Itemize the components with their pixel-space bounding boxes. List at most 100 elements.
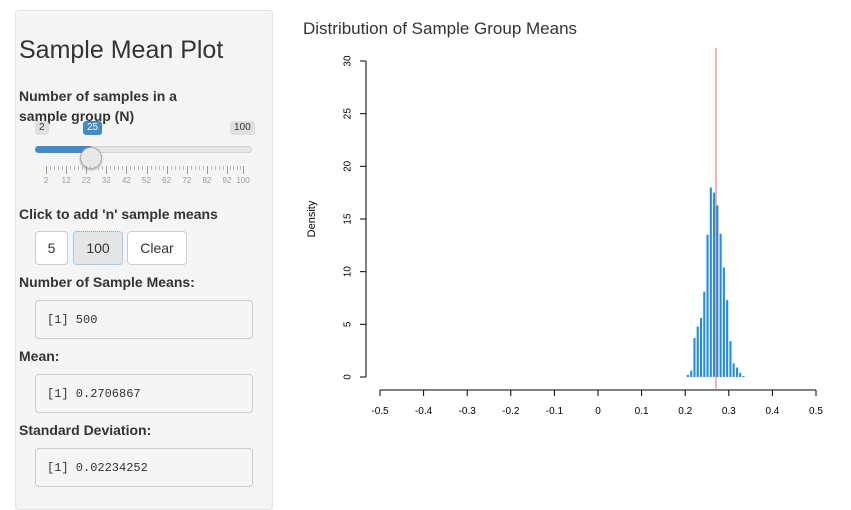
y-tick-label: 20 <box>343 160 354 172</box>
slider-minor-tick <box>210 166 212 170</box>
slider-minor-tick <box>50 166 52 170</box>
mean-label: Mean: <box>19 348 60 364</box>
slider-minor-tick <box>130 166 132 170</box>
mean-output: [1] 0.2706867 <box>35 374 253 413</box>
slider-minor-tick <box>58 166 60 170</box>
slider-minor-tick <box>190 166 192 170</box>
slider-minor-tick <box>82 166 84 170</box>
histogram-bar <box>732 363 735 377</box>
slider-fill <box>35 146 91 153</box>
slider-tick <box>86 166 88 174</box>
x-tick-label: 0 <box>595 406 601 417</box>
x-tick-label: 0.2 <box>678 406 692 417</box>
slider-minor-tick <box>182 166 184 170</box>
slider-minor-tick <box>202 166 204 170</box>
y-tick-label: 25 <box>343 108 354 120</box>
histogram-bar <box>716 205 719 377</box>
slider-tick-label: 82 <box>202 176 212 185</box>
y-tick-label: 30 <box>343 55 354 67</box>
histogram-bar <box>735 367 739 377</box>
slider-tick <box>226 166 228 174</box>
slider-tick-label: 62 <box>162 176 172 185</box>
slider-minor-tick <box>198 166 200 170</box>
slider-minor-tick <box>90 166 92 170</box>
slider-minor-tick <box>230 166 232 170</box>
slider-minor-tick <box>118 166 120 170</box>
num-sample-means-label: Number of Sample Means: <box>19 274 195 290</box>
x-tick-label: 0.4 <box>765 406 779 417</box>
slider-tick-label: 92 <box>222 176 232 185</box>
slider-tick-label: 72 <box>182 176 192 185</box>
slider-minor-tick <box>150 166 152 170</box>
slider-max-label: 100 <box>230 121 255 135</box>
histogram-bar <box>703 291 706 377</box>
slider-minor-tick <box>78 166 80 170</box>
slider-minor-tick <box>194 166 196 170</box>
x-tick-label: -0.1 <box>546 406 564 417</box>
slider-tick-label: 32 <box>101 176 111 185</box>
add-100-button[interactable]: 100 <box>73 231 123 265</box>
slider-minor-tick <box>142 166 144 170</box>
slider-minor-tick <box>170 166 172 170</box>
histogram-bar <box>706 234 709 377</box>
slider-min-label: 2 <box>35 121 49 135</box>
slider-minor-tick <box>162 166 164 170</box>
slider-minor-tick <box>154 166 156 170</box>
slider-minor-tick <box>74 166 76 170</box>
y-tick-label: 5 <box>343 321 354 327</box>
slider-tick <box>166 166 168 174</box>
slider-tick-label: 12 <box>61 176 71 185</box>
slider-minor-tick <box>233 166 235 170</box>
slider-minor-tick <box>114 166 116 170</box>
slider-value-label: 25 <box>83 121 103 135</box>
slider-tick <box>206 166 208 174</box>
histogram-bar <box>726 300 729 377</box>
slider-minor-tick <box>214 166 216 170</box>
slider-minor-tick <box>54 166 56 170</box>
slider-tick <box>126 166 128 174</box>
slider-minor-tick <box>138 166 140 170</box>
slider-minor-tick <box>122 166 124 170</box>
x-tick-label: -0.2 <box>502 406 520 417</box>
slider-minor-tick <box>236 166 238 170</box>
clear-button[interactable]: Clear <box>127 231 187 265</box>
x-tick-label: -0.3 <box>459 406 477 417</box>
slider-minor-tick <box>102 166 104 170</box>
add-5-button[interactable]: 5 <box>35 231 68 265</box>
slider-minor-tick <box>158 166 160 170</box>
histogram-bar <box>690 370 693 377</box>
slider-tick <box>243 166 244 174</box>
slider-minor-tick <box>70 166 72 170</box>
slider-tick <box>66 166 68 174</box>
y-axis-label: Density <box>306 200 318 237</box>
histogram-bar <box>729 341 732 377</box>
histogram-bar <box>693 338 696 377</box>
slider-tick-label: 2 <box>43 176 49 185</box>
sd-label: Standard Deviation: <box>19 422 152 438</box>
slider-minor-tick <box>94 166 96 170</box>
slider-tick-label: 42 <box>121 176 131 185</box>
slider-tick <box>186 166 188 174</box>
sidebar-title: Sample Mean Plot <box>19 36 224 64</box>
histogram-bar <box>722 267 725 377</box>
add-means-label: Click to add 'n' sample means <box>19 206 218 222</box>
x-tick-label: -0.5 <box>371 406 389 417</box>
slider-minor-tick <box>62 166 64 170</box>
histogram-bar <box>696 326 699 377</box>
slider-minor-tick <box>110 166 112 170</box>
histogram-bar <box>719 233 722 377</box>
sd-output: [1] 0.02234252 <box>35 448 253 487</box>
x-tick-label: -0.4 <box>415 406 433 417</box>
slider-minor-tick <box>134 166 136 170</box>
histogram-bar <box>713 192 716 377</box>
x-tick-label: 0.1 <box>635 406 649 417</box>
slider-minor-tick <box>239 166 241 170</box>
slider-minor-tick <box>218 166 220 170</box>
y-tick-label: 10 <box>343 266 354 278</box>
slider-minor-tick <box>98 166 100 170</box>
slider-minor-tick <box>174 166 176 170</box>
slider-minor-tick <box>178 166 180 170</box>
slider-tick-label: 22 <box>81 176 91 185</box>
histogram-bar <box>709 187 712 377</box>
histogram-bar <box>686 374 689 377</box>
